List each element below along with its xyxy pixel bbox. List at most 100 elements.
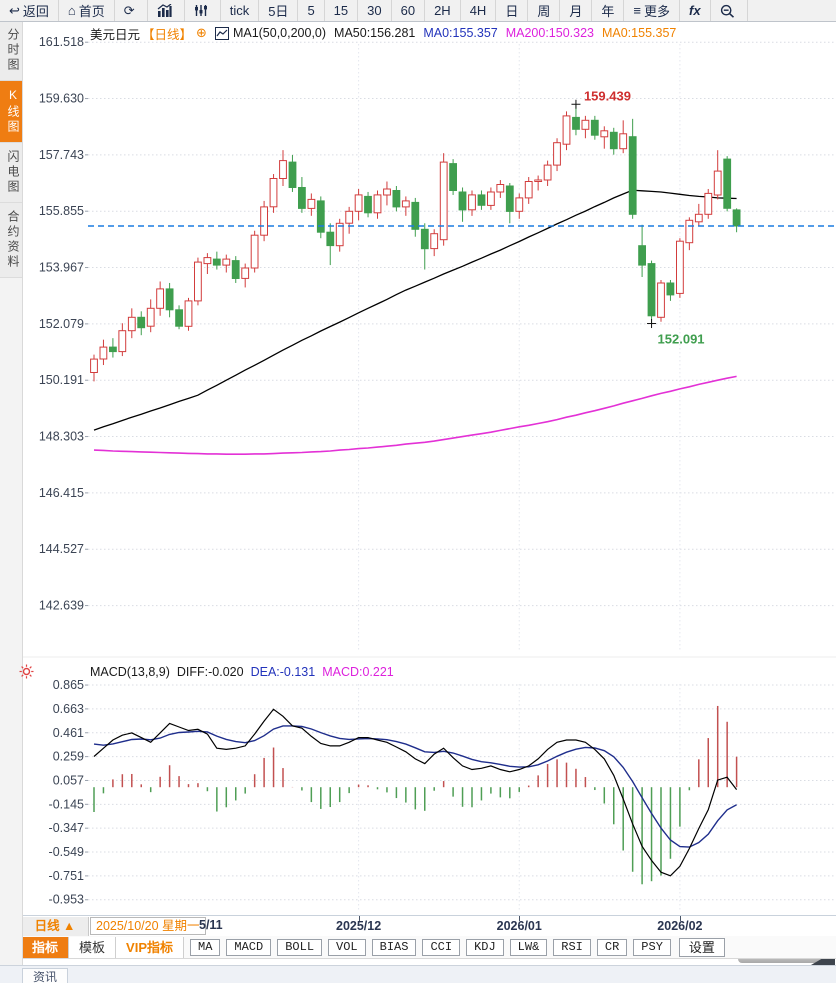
indicator-tab-vip-indicators[interactable]: VIP指标 bbox=[116, 936, 184, 958]
indicator-btn-vol[interactable]: VOL bbox=[328, 938, 366, 956]
topbar-btn-home[interactable]: ⌂ 首页 bbox=[59, 0, 115, 21]
topbar-btn-label: 15 bbox=[333, 3, 349, 18]
svg-text:146.415: 146.415 bbox=[39, 486, 84, 500]
topbar-btn-week[interactable]: 周 bbox=[528, 0, 561, 21]
topbar-btn-zoom-out[interactable] bbox=[711, 0, 748, 21]
ma-settings-label: MA1(50,0,200,0) bbox=[232, 26, 327, 40]
indicator-btn-lw[interactable]: LW& bbox=[509, 938, 548, 956]
topbar-btn-fx[interactable]: fx bbox=[680, 0, 711, 21]
svg-text:155.855: 155.855 bbox=[39, 204, 84, 218]
indicator-toolbar: 指标 模板 VIP指标 MA MACD BOLL VOL BIAS CCI KDJ LW& RSI CR… bbox=[22, 936, 836, 959]
indicator-sun-icon[interactable] bbox=[19, 664, 34, 684]
indicator-btn-macd[interactable]: MACD bbox=[226, 938, 272, 956]
macd-params: MACD(13,8,9) bbox=[90, 665, 170, 679]
first-bar-date-label: 2025/10/20 星期一 bbox=[90, 917, 206, 935]
x-axis-label-2026-02: 2026/02 bbox=[657, 919, 703, 933]
topbar-btn-label: 60 bbox=[400, 3, 416, 18]
ma200-value: MA200:150.323 bbox=[505, 26, 594, 40]
topbar-btn-tick[interactable]: tick bbox=[221, 0, 260, 21]
bar-chart-icon bbox=[157, 4, 175, 17]
svg-text:-0.751: -0.751 bbox=[49, 869, 84, 883]
sliders-icon bbox=[194, 4, 211, 17]
topbar-btn-month[interactable]: 月 bbox=[560, 0, 593, 21]
topbar-btn-label: tick bbox=[229, 3, 250, 18]
indicator-btn-cci[interactable]: CCI bbox=[422, 938, 461, 956]
sidebar-item-flash-chart[interactable]: 闪电图 bbox=[0, 143, 22, 203]
topbar-btn-5[interactable]: 5 bbox=[298, 0, 325, 21]
indicator-btn-kdj[interactable]: KDJ bbox=[466, 938, 504, 956]
symbol-name: 美元日元 bbox=[90, 27, 141, 42]
horizontal-scrollbar-thumb[interactable] bbox=[738, 955, 822, 963]
svg-text:157.743: 157.743 bbox=[39, 148, 84, 162]
add-favorite-icon[interactable]: ⊕ bbox=[196, 25, 207, 40]
indicator-tab-templates[interactable]: 模板 bbox=[69, 936, 117, 958]
topbar-btn-bar-chart[interactable] bbox=[148, 0, 185, 21]
status-bar: 资讯 bbox=[0, 965, 836, 983]
sidebar-item-contract-info[interactable]: 合约资料 bbox=[0, 203, 22, 278]
topbar-btn-more[interactable]: ≡ 更多 bbox=[624, 0, 680, 21]
indicator-btn-boll[interactable]: BOLL bbox=[277, 938, 323, 956]
topbar-btn-15[interactable]: 15 bbox=[325, 0, 359, 21]
macd-dea-value: DEA:-0.131 bbox=[250, 665, 316, 679]
topbar-btn-label: 5日 bbox=[268, 4, 289, 19]
topbar-btn-60[interactable]: 60 bbox=[392, 0, 426, 21]
topbar-btn-4h[interactable]: 4H bbox=[461, 0, 497, 21]
topbar-btn-5d[interactable]: 5日 bbox=[259, 0, 299, 21]
back-arrow-icon: ↩ bbox=[9, 3, 20, 18]
indicator-btn-ma[interactable]: MA bbox=[190, 938, 221, 956]
topbar-btn-label: 30 bbox=[367, 3, 382, 18]
indicator-btn-cr[interactable]: CR bbox=[596, 938, 628, 956]
topbar-btn-label: 月 bbox=[569, 4, 583, 19]
topbar-btn-label: 2H bbox=[434, 3, 451, 18]
macd-diff-value: DIFF:-0.020 bbox=[176, 665, 244, 679]
ma50-value: MA50:156.281 bbox=[334, 26, 416, 40]
svg-text:144.527: 144.527 bbox=[39, 542, 84, 556]
svg-text:0.259: 0.259 bbox=[53, 750, 84, 764]
svg-text:150.191: 150.191 bbox=[39, 373, 84, 387]
news-tab[interactable]: 资讯 bbox=[22, 968, 69, 983]
topbar-btn-2h[interactable]: 2H bbox=[425, 0, 461, 21]
indicator-btn-bias[interactable]: BIAS bbox=[371, 938, 417, 956]
svg-text:142.639: 142.639 bbox=[39, 599, 84, 613]
svg-text:-0.347: -0.347 bbox=[49, 821, 84, 835]
topbar-btn-label: 年 bbox=[601, 4, 615, 19]
x-axis-tick bbox=[519, 916, 521, 921]
topbar-btn-label: 首页 bbox=[78, 4, 105, 19]
indicator-tab-indicators[interactable]: 指标 bbox=[22, 936, 70, 958]
chart-header: 美元日元 【日线】 ⊕ MA1(50,0,200,0) MA50:156.281… bbox=[90, 25, 676, 42]
svg-text:152.079: 152.079 bbox=[39, 317, 84, 331]
svg-text:0.057: 0.057 bbox=[53, 773, 84, 787]
svg-text:148.303: 148.303 bbox=[39, 430, 84, 444]
ma0-blue-value: MA0:155.357 bbox=[423, 26, 498, 40]
topbar-btn-label: 4H bbox=[469, 3, 487, 18]
menu-icon: ≡ bbox=[633, 3, 641, 18]
svg-text:159.439: 159.439 bbox=[584, 88, 631, 103]
topbar-btn-label: 日 bbox=[505, 4, 519, 19]
ma-chart-icon[interactable] bbox=[214, 26, 229, 40]
x-axis-tick bbox=[679, 916, 681, 921]
sidebar-item-time-chart[interactable]: 分时图 bbox=[0, 21, 22, 81]
topbar-btn-label: fx bbox=[689, 3, 701, 18]
topbar-btn-year[interactable]: 年 bbox=[592, 0, 625, 21]
topbar-btn-label: 周 bbox=[537, 4, 551, 19]
svg-text:159.630: 159.630 bbox=[39, 92, 84, 106]
svg-text:0.461: 0.461 bbox=[53, 726, 84, 740]
topbar-btn-back[interactable]: ↩ 返回 bbox=[0, 0, 59, 21]
svg-text:152.091: 152.091 bbox=[658, 332, 705, 347]
topbar-btn-refresh[interactable]: ⟳ bbox=[115, 0, 148, 21]
macd-value: MACD:0.221 bbox=[322, 665, 394, 679]
topbar-btn-candle-style[interactable] bbox=[185, 0, 221, 21]
topbar-btn-30[interactable]: 30 bbox=[358, 0, 392, 21]
period-selector-button[interactable]: 日线 ▲ bbox=[22, 917, 89, 937]
topbar-btn-label: 5 bbox=[307, 3, 315, 18]
svg-text:-0.549: -0.549 bbox=[49, 845, 84, 859]
sidebar-item-kline-chart[interactable]: K线图 bbox=[0, 81, 22, 143]
svg-text:0.865: 0.865 bbox=[53, 678, 84, 692]
indicator-btn-rsi[interactable]: RSI bbox=[553, 938, 591, 956]
indicator-btn-psy[interactable]: PSY bbox=[633, 938, 671, 956]
topbar-btn-day[interactable]: 日 bbox=[496, 0, 529, 21]
indicator-settings-button[interactable]: 设置 bbox=[678, 937, 725, 957]
topbar-btn-label: 返回 bbox=[22, 4, 49, 19]
